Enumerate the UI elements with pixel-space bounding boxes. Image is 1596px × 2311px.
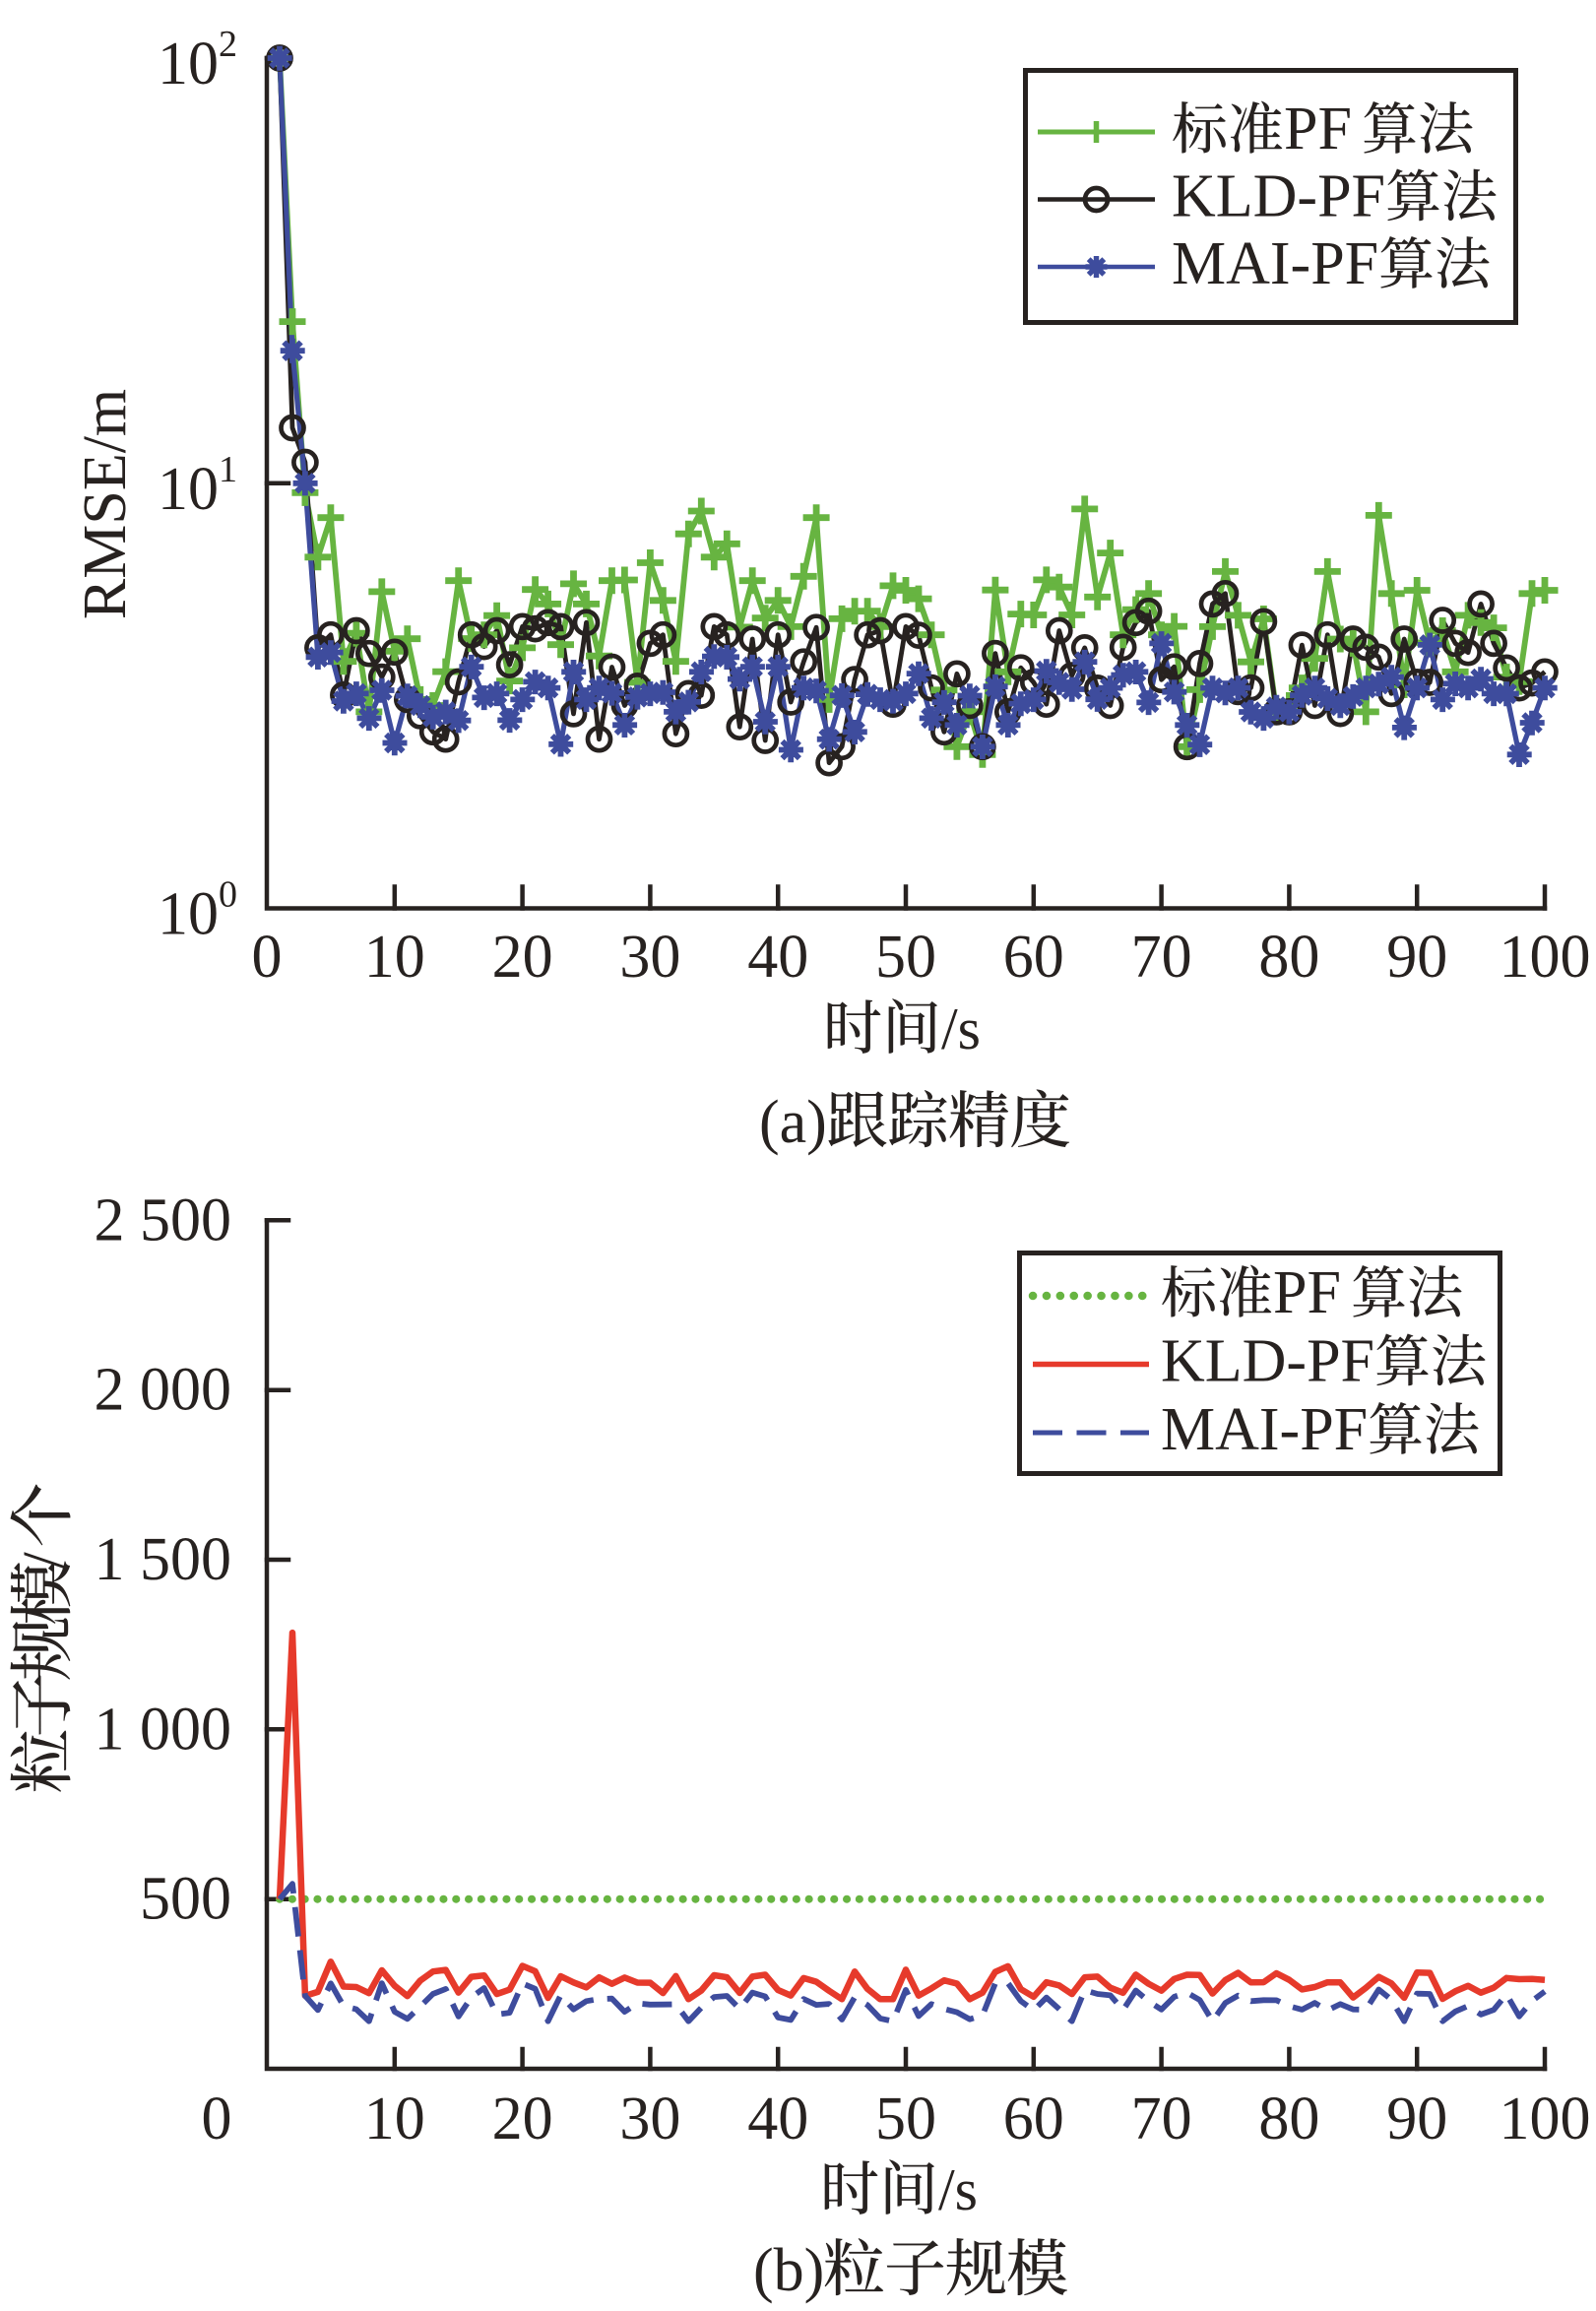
svg-text:40: 40 — [747, 924, 808, 991]
svg-text:PF: PF — [1273, 1259, 1341, 1326]
svg-text:10: 10 — [158, 881, 219, 948]
svg-text:500: 500 — [140, 1866, 231, 1933]
svg-text:0: 0 — [202, 2086, 232, 2152]
svg-text:50: 50 — [875, 2086, 936, 2152]
svg-text:1 000: 1 000 — [95, 1696, 232, 1763]
svg-text:MAI-PF: MAI-PF — [1161, 1396, 1368, 1463]
svg-text:PF: PF — [1284, 96, 1352, 162]
svg-text:0: 0 — [252, 924, 283, 991]
svg-text:MAI-PF: MAI-PF — [1172, 230, 1378, 297]
svg-text:KLD-PF: KLD-PF — [1172, 163, 1385, 230]
svg-text:2: 2 — [219, 24, 237, 65]
svg-text:90: 90 — [1386, 2086, 1447, 2152]
svg-text:100: 100 — [1500, 2086, 1591, 2152]
svg-text:(b): (b) — [753, 2237, 824, 2304]
svg-text:40: 40 — [747, 2086, 808, 2152]
svg-text:60: 60 — [1003, 924, 1064, 991]
svg-text:0: 0 — [219, 874, 237, 916]
svg-text:30: 30 — [619, 924, 680, 991]
svg-text:2 000: 2 000 — [95, 1357, 232, 1424]
svg-text:20: 20 — [492, 924, 553, 991]
svg-text:30: 30 — [619, 2086, 680, 2152]
svg-text:70: 70 — [1131, 924, 1192, 991]
svg-text:/s: /s — [938, 2157, 978, 2222]
svg-text:1 500: 1 500 — [95, 1526, 232, 1593]
svg-text:90: 90 — [1386, 924, 1447, 991]
svg-text:50: 50 — [875, 924, 936, 991]
svg-text:KLD-PF: KLD-PF — [1161, 1328, 1374, 1395]
svg-text:80: 80 — [1258, 2086, 1319, 2152]
svg-text:20: 20 — [492, 2086, 553, 2152]
svg-text:2 500: 2 500 — [95, 1187, 232, 1253]
svg-text:/: / — [12, 1552, 79, 1570]
svg-text:/s: /s — [941, 996, 981, 1061]
svg-text:70: 70 — [1131, 2086, 1192, 2152]
svg-text:80: 80 — [1258, 924, 1319, 991]
svg-text:10: 10 — [158, 456, 219, 523]
svg-text:10: 10 — [364, 924, 425, 991]
svg-text:10: 10 — [364, 2086, 425, 2152]
svg-text:60: 60 — [1003, 2086, 1064, 2152]
svg-text:(a): (a) — [759, 1089, 827, 1156]
svg-text:RMSE/m: RMSE/m — [72, 389, 139, 619]
svg-text:1: 1 — [219, 449, 237, 490]
svg-text:10: 10 — [158, 31, 219, 97]
svg-text:100: 100 — [1500, 924, 1591, 991]
